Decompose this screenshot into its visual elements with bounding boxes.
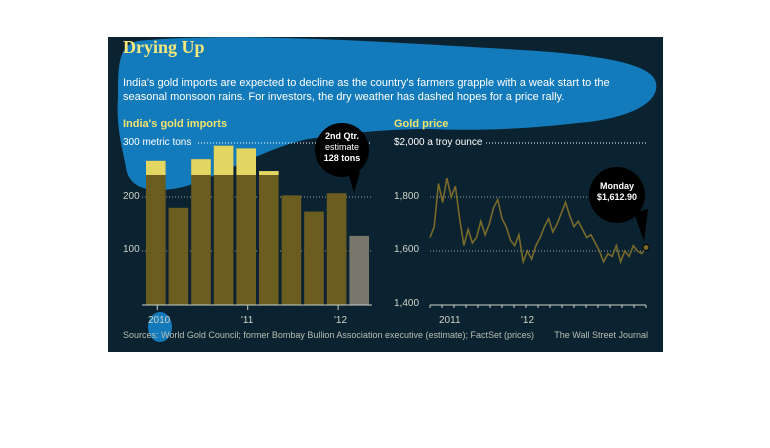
estimate-callout-pointer bbox=[348, 172, 360, 193]
price-ytick: 1,400 bbox=[394, 298, 420, 309]
last-price-marker bbox=[642, 243, 650, 251]
price-section-title: Gold price bbox=[394, 118, 449, 130]
publisher-credit: The Wall Street Journal bbox=[554, 330, 648, 340]
callout-line: 128 tons bbox=[323, 153, 361, 163]
chart-title: Drying Up bbox=[123, 37, 205, 57]
imports-bar bbox=[326, 193, 347, 305]
gold-price-line bbox=[429, 177, 647, 265]
imports-bar bbox=[281, 195, 302, 305]
imports-bar bbox=[213, 145, 234, 305]
imports-bar bbox=[259, 171, 279, 305]
price-unit-label: $2,000 a troy ounce bbox=[394, 137, 483, 148]
callout-line: $1,612.90 bbox=[596, 192, 638, 202]
imports-bar bbox=[349, 235, 369, 305]
imports-bar-highlight bbox=[146, 160, 166, 175]
imports-bar bbox=[191, 159, 211, 305]
imports-bar-chart bbox=[142, 142, 372, 310]
imports-xtick: '11 bbox=[241, 315, 254, 326]
imports-xtick: 2010 bbox=[148, 315, 171, 326]
imports-unit-label: 300 metric tons bbox=[123, 137, 192, 148]
price-xtick: 2011 bbox=[439, 315, 461, 326]
imports-section-title: India's gold imports bbox=[123, 118, 228, 130]
imports-bar bbox=[168, 207, 189, 305]
price-ytick: 1,600 bbox=[394, 244, 420, 255]
price-callout: Monday $1,612.90 bbox=[589, 167, 645, 223]
imports-bar bbox=[304, 211, 324, 305]
imports-bar-highlight bbox=[191, 159, 211, 175]
imports-bar bbox=[146, 160, 166, 305]
imports-bar bbox=[236, 148, 256, 305]
chart-subtitle: India's gold imports are expected to dec… bbox=[123, 77, 610, 103]
imports-bar-highlight bbox=[259, 171, 279, 175]
infographic-panel: Drying Up India's gold imports are expec… bbox=[108, 37, 663, 352]
imports-xtick: '12 bbox=[334, 315, 348, 326]
callout-line: Monday bbox=[599, 181, 634, 191]
price-callout-pointer bbox=[634, 209, 648, 241]
imports-bar-highlight bbox=[213, 145, 234, 175]
gold-price-line-chart bbox=[429, 142, 650, 308]
estimate-callout: 2nd Qtr. estimate 128 tons bbox=[315, 123, 369, 177]
callout-line: estimate bbox=[324, 142, 359, 152]
source-note: Sources: World Gold Council; former Bomb… bbox=[123, 330, 534, 340]
imports-bar-highlight bbox=[236, 148, 256, 175]
price-xtick: '12 bbox=[521, 315, 535, 326]
imports-ytick: 200 bbox=[123, 191, 140, 202]
price-ytick: 1,800 bbox=[394, 191, 420, 202]
imports-ytick: 100 bbox=[123, 244, 140, 255]
callout-line: 2nd Qtr. bbox=[324, 131, 359, 141]
